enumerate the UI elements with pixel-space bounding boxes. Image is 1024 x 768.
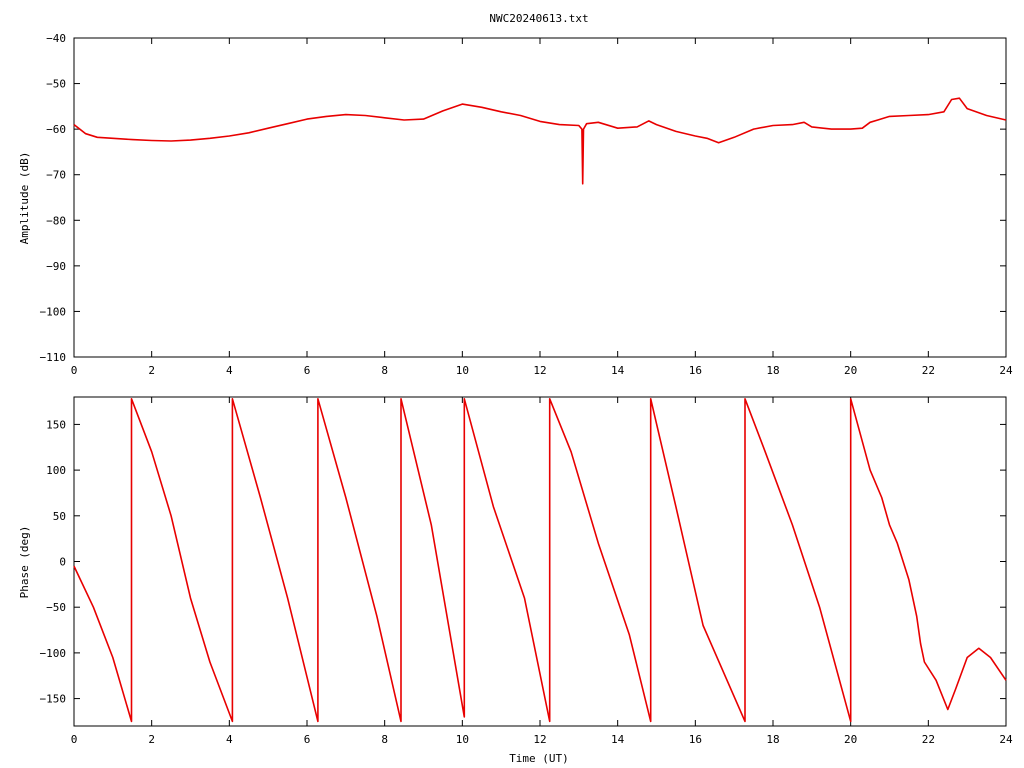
phase-series-line	[73, 398, 1007, 723]
time-axis-label: Time (UT)	[509, 752, 569, 765]
amplitude-x-tick-label: 18	[766, 364, 779, 377]
amplitude-x-tick-label: 0	[71, 364, 78, 377]
amplitude-x-tick-label: 14	[611, 364, 625, 377]
phase-x-tick-label: 12	[533, 733, 546, 746]
amplitude-y-tick-label: −80	[46, 214, 66, 227]
phase-x-tick-label: 18	[766, 733, 779, 746]
amplitude-x-tick-label: 10	[456, 364, 469, 377]
amplitude-panel: 0 2 4 6 8 10 12 14 16 18 20 22 24−40−50−60−70−80−90−…	[40, 32, 1013, 377]
phase-y-tick-label: −50	[46, 601, 66, 614]
amplitude-y-tick-label: −70	[46, 169, 66, 182]
amplitude-x-tick-label: 16	[689, 364, 702, 377]
amplitude-x-tick-label: 20	[844, 364, 857, 377]
phase-x-tick-label: 8	[381, 733, 388, 746]
amplitude-x-tick-label: 22	[922, 364, 935, 377]
amplitude-y-tick-label: −40	[46, 32, 66, 45]
phase-y-tick-label: 150	[46, 418, 66, 431]
phase-y-tick-label: −100	[40, 647, 67, 660]
phase-x-tick-label: 2	[148, 733, 155, 746]
phase-panel: 0 2 4 6 8 10 12 14 16 18 20 22 24150100500−50−100−15…	[40, 396, 1013, 746]
phase-x-tick-label: 14	[611, 733, 625, 746]
phase-x-tick-label: 24	[999, 733, 1013, 746]
amplitude-y-tick-label: −110	[40, 351, 67, 364]
amplitude-series-line	[73, 97, 1007, 185]
amplitude-x-tick-label: 4	[226, 364, 233, 377]
amplitude-y-tick-label: −60	[46, 123, 66, 136]
amplitude-x-tick-label: 12	[533, 364, 546, 377]
amplitude-y-tick-label: −90	[46, 260, 66, 273]
amplitude-x-tick-label: 2	[148, 364, 155, 377]
phase-x-tick-label: 16	[689, 733, 702, 746]
phase-x-tick-label: 4	[226, 733, 233, 746]
phase-axis-label: Phase (deg)	[18, 526, 31, 599]
amplitude-y-tick-label: −100	[40, 305, 67, 318]
phase-x-tick-label: 10	[456, 733, 469, 746]
amplitude-axis-label: Amplitude (dB)	[18, 152, 31, 245]
phase-y-tick-label: 0	[59, 556, 66, 569]
chart-title: NWC20240613.txt	[489, 12, 588, 25]
phase-x-tick-label: 20	[844, 733, 857, 746]
amplitude-y-tick-label: −50	[46, 78, 66, 91]
amplitude-x-tick-label: 8	[381, 364, 388, 377]
phase-y-tick-label: 50	[53, 510, 66, 523]
amplitude-plot-frame	[73, 37, 1007, 358]
amplitude-x-tick-label: 6	[304, 364, 311, 377]
phase-y-tick-label: −150	[40, 693, 67, 706]
phase-y-tick-label: 100	[46, 464, 66, 477]
phase-x-tick-label: 0	[71, 733, 78, 746]
phase-x-tick-label: 6	[304, 733, 311, 746]
phase-x-tick-label: 22	[922, 733, 935, 746]
amplitude-x-tick-label: 24	[999, 364, 1013, 377]
